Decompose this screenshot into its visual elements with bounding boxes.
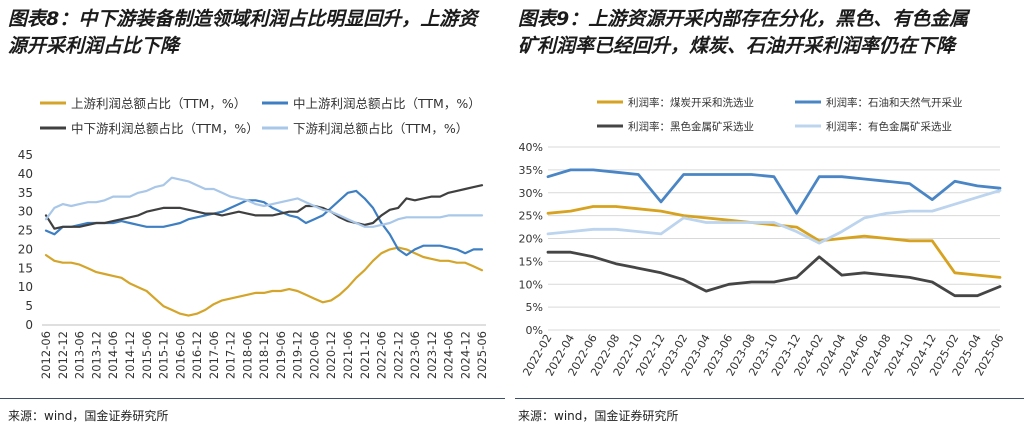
y-tick-label: 10%	[519, 278, 543, 291]
y-tick-label: 0	[25, 318, 33, 332]
y-tick-label: 45	[18, 148, 33, 162]
x-tick-label: 2014-12	[123, 331, 137, 379]
x-tick-label: 2013-06	[73, 331, 87, 379]
x-tick-label: 2012-06	[39, 331, 53, 379]
legend-item: 中下游利润总额占比（TTM，%）	[40, 121, 259, 136]
x-axis: 2022-022022-042022-062022-082022-102022-…	[520, 332, 1006, 378]
legend-label: 利润率：石油和天然气开采业	[826, 96, 963, 109]
panel-figure-9: 图表9：上游资源开采内部存在分化，黑色、有色金属 矿利润率已经回升，煤炭、石油开…	[512, 0, 1024, 437]
y-tick-label: 30%	[519, 187, 543, 200]
legend-item: 上游利润总额占比（TTM，%）	[40, 96, 246, 111]
series-line-4	[44, 176, 484, 228]
x-tick-label: 2018-12	[257, 331, 271, 379]
series-line-2	[546, 168, 1002, 215]
legend-label: 利润率：黑色金属矿采选业	[628, 120, 754, 133]
y-tick-label: 15%	[519, 255, 543, 268]
legend-item: 利润率：黑色金属矿采选业	[597, 120, 754, 133]
source-note: 来源：wind，国金证券研究所	[8, 409, 169, 423]
legend-label: 中上游利润总额占比（TTM，%）	[293, 96, 481, 111]
x-tick-label: 2016-12	[190, 331, 204, 379]
y-tick-label: 0%	[526, 324, 543, 337]
legend-item: 利润率：石油和天然气开采业	[795, 96, 963, 109]
y-tick-label: 5	[25, 299, 33, 313]
y-tick-label: 5%	[526, 301, 543, 314]
y-axis: 0 5 10 15 20 25 30 35 40 45	[18, 148, 486, 332]
x-tick-label: 2021-12	[358, 331, 372, 379]
y-tick-label: 10	[18, 280, 33, 294]
y-tick-label: 20%	[519, 233, 543, 246]
x-tick-label: 2020-06	[307, 331, 321, 379]
legend-item: 中上游利润总额占比（TTM，%）	[262, 96, 481, 111]
figure-title: 图表9：上游资源开采内部存在分化，黑色、有色金属 矿利润率已经回升，煤炭、石油开…	[518, 6, 968, 60]
x-tick-label: 2017-12	[224, 331, 238, 379]
legend: 上游利润总额占比（TTM，%） 中上游利润总额占比（TTM，%） 中下游利润总额占比…	[40, 96, 481, 136]
x-tick-label: 2021-06	[341, 331, 355, 379]
x-tick-label: 2012-12	[56, 331, 70, 379]
y-tick-label: 35	[18, 186, 33, 200]
x-tick-label: 2020-12	[324, 331, 338, 379]
x-tick-label: 2015-06	[140, 331, 154, 379]
x-tick-label: 2024-12	[458, 331, 472, 379]
legend-label: 下游利润总额占比（TTM，%）	[293, 121, 468, 136]
x-tick-label: 2022-06	[375, 331, 389, 379]
legend-item: 下游利润总额占比（TTM，%）	[262, 121, 468, 136]
y-axis: 0% 5% 10% 15% 20% 25% 30% 35% 40%	[519, 141, 1000, 337]
y-tick-label: 35%	[519, 164, 543, 177]
x-tick-label: 2017-06	[207, 331, 221, 379]
x-tick-label: 2023-06	[408, 331, 422, 379]
x-tick-label: 2023-12	[425, 331, 439, 379]
bottom-divider	[515, 398, 1024, 399]
y-tick-label: 25	[18, 224, 33, 238]
figure-title-line-2: 矿利润率已经回升，煤炭、石油开采利润率仍在下降	[518, 35, 956, 57]
series-line-4	[546, 189, 1002, 245]
legend-label: 上游利润总额占比（TTM，%）	[71, 96, 246, 111]
series-lines	[546, 168, 1002, 298]
y-tick-label: 40	[18, 167, 33, 181]
series-line-3	[44, 184, 484, 230]
x-tick-label: 2025-06	[475, 331, 489, 379]
figure-title: 图表8：中下游装备制造领域利润占比明显回升，上游资 源开采利润占比下降	[8, 6, 477, 60]
series-line-3	[546, 250, 1002, 298]
legend-item: 利润率：煤炭开采和洗选业	[597, 96, 754, 109]
x-tick-label: 2015-12	[157, 331, 171, 379]
x-axis: 2012-06 2012-12 2013-06 2013-12 2014-06 2014-…	[39, 331, 489, 379]
line-chart-9: 0% 5% 10% 15% 20% 25% 30% 35% 40% 2022-022022-042…	[519, 96, 1007, 378]
legend-label: 中下游利润总额占比（TTM，%）	[71, 121, 259, 136]
series-line-2	[44, 189, 484, 257]
y-tick-label: 40%	[519, 141, 543, 154]
panel-figure-8: 图表8：中下游装备制造领域利润占比明显回升，上游资 源开采利润占比下降 来源：w…	[0, 0, 507, 437]
legend-label: 利润率：煤炭开采和洗选业	[628, 96, 754, 109]
y-tick-label: 30	[18, 205, 33, 219]
y-tick-label: 15	[18, 261, 33, 275]
x-tick-label: 2014-06	[106, 331, 120, 379]
y-tick-label: 25%	[519, 210, 543, 223]
y-tick-label: 20	[18, 242, 33, 256]
series-line-1	[546, 205, 1002, 279]
x-tick-label: 2022-12	[391, 331, 405, 379]
figure-title-line-2: 源开采利润占比下降	[8, 35, 180, 57]
x-tick-label: 2019-12	[291, 331, 305, 379]
legend-label: 利润率：有色金属矿采选业	[826, 120, 952, 133]
series-line-1	[44, 246, 484, 317]
x-tick-label: 2019-06	[274, 331, 288, 379]
x-tick-label: 2024-06	[442, 331, 456, 379]
source-note: 来源：wind，国金证券研究所	[518, 409, 679, 423]
bottom-divider	[0, 398, 505, 399]
x-tick-label: 2013-12	[89, 331, 103, 379]
series-lines	[44, 176, 484, 317]
figure-title-line-1: 图表8：中下游装备制造领域利润占比明显回升，上游资	[8, 8, 478, 30]
x-tick-label: 2018-06	[240, 331, 254, 379]
figure-title-line-1: 图表9：上游资源开采内部存在分化，黑色、有色金属	[518, 8, 969, 30]
legend-item: 利润率：有色金属矿采选业	[795, 120, 952, 133]
x-tick-label: 2016-06	[173, 331, 187, 379]
